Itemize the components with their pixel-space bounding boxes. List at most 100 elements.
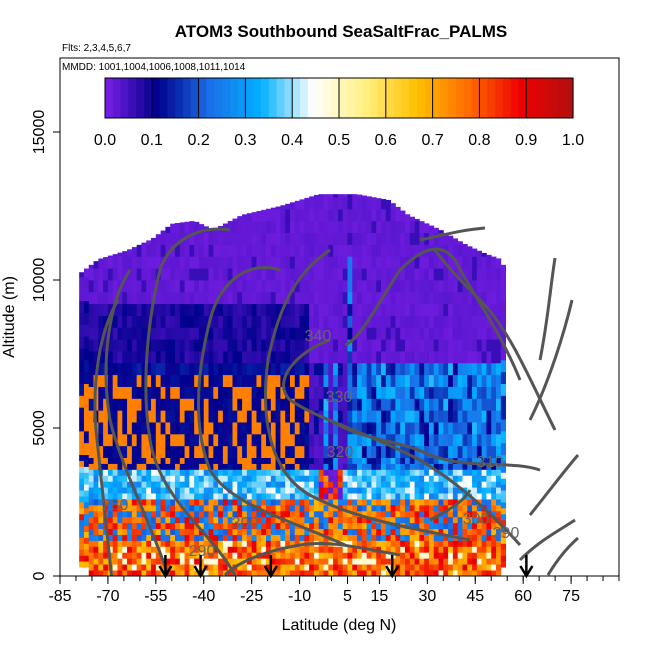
curtain-cell — [337, 208, 344, 222]
curtain-cell — [198, 232, 205, 245]
curtain-cell — [246, 280, 253, 293]
curtain-cell — [179, 433, 185, 447]
curtain-cell — [376, 463, 382, 470]
plot-frame — [59, 57, 620, 577]
curtain-cell — [151, 516, 157, 524]
curtain-cell — [189, 362, 195, 376]
curtain-cell — [472, 457, 478, 464]
curtain-cell — [381, 487, 387, 494]
curtain-cell — [232, 457, 238, 464]
curtain-cell — [347, 516, 353, 524]
curtain-cell — [433, 362, 439, 376]
curtain-cell — [366, 499, 372, 506]
curtain-cell — [213, 268, 219, 281]
curtain-cell — [414, 268, 420, 281]
curtain-cell — [280, 493, 286, 500]
curtain-cell — [352, 280, 358, 293]
curtain-cell — [414, 327, 420, 340]
curtain-cell — [491, 522, 497, 530]
curtain-cell — [261, 540, 267, 547]
curtain-cell — [419, 493, 425, 500]
curtain-cell — [222, 410, 229, 423]
curtain-cell — [203, 374, 209, 387]
curtain-cell — [285, 244, 291, 257]
curtain-cell — [227, 546, 233, 553]
curtain-cell — [357, 410, 363, 423]
curtain-cell — [486, 327, 492, 340]
curtain-cell — [342, 546, 348, 553]
curtain-cell — [366, 493, 372, 500]
curtain-cell — [481, 487, 487, 494]
curtain-cell — [486, 528, 492, 535]
curtain-cell — [390, 268, 396, 281]
curtain-cell — [266, 410, 272, 423]
curtain-cell — [457, 256, 463, 269]
curtain-cell — [117, 374, 123, 387]
curtain-cell — [472, 570, 478, 576]
curtain-cell — [443, 522, 449, 530]
curtain-cell — [352, 558, 358, 565]
curtain-cell — [237, 570, 243, 576]
curtain-cell — [246, 445, 253, 458]
curtain-cell — [486, 256, 492, 269]
contour-line — [264, 248, 471, 542]
curtain-cell — [227, 570, 233, 576]
curtain-cell — [203, 516, 209, 524]
curtain-cell — [285, 410, 291, 423]
curtain-cell — [357, 493, 363, 500]
curtain-cell — [88, 499, 94, 506]
curtain-cell — [79, 430, 85, 444]
curtain-cell — [318, 522, 324, 530]
curtain-cell — [481, 540, 487, 547]
curtain-cell — [107, 534, 114, 541]
curtain-cell — [93, 445, 99, 458]
curtain-cell — [127, 410, 133, 423]
curtain-cell — [323, 481, 329, 488]
curtain-cell — [208, 487, 214, 494]
curtain-cell — [337, 220, 344, 234]
colorbar-swatch — [565, 78, 574, 118]
curtain-cell — [428, 225, 435, 234]
curtain-cell — [438, 256, 444, 269]
curtain-cell — [246, 564, 253, 571]
curtain-cell — [194, 232, 200, 245]
curtain-cell — [213, 552, 219, 559]
curtain-cell — [496, 280, 502, 293]
curtain-cell — [270, 362, 277, 376]
curtain-cell — [400, 552, 406, 559]
curtain-cell — [174, 487, 181, 494]
curtain-cell — [491, 386, 497, 399]
curtain-cell — [347, 351, 353, 364]
curtain-cell — [198, 445, 205, 458]
colorbar-swatch — [346, 78, 356, 118]
x-tick-label: -85 — [48, 588, 71, 605]
curtain-cell — [222, 546, 229, 553]
curtain-cell — [309, 475, 315, 482]
curtain-cell — [165, 546, 171, 553]
curtain-cell — [299, 291, 305, 305]
curtain-cell — [256, 570, 262, 576]
curtain-cell — [333, 374, 339, 387]
curtain-cell — [491, 469, 497, 476]
curtain-cell — [256, 534, 262, 541]
curtain-cell — [309, 386, 315, 399]
curtain-cell — [122, 540, 128, 547]
curtain-cell — [323, 522, 329, 530]
curtain-cell — [337, 481, 344, 488]
curtain-cell — [237, 481, 243, 488]
curtain-cell — [146, 546, 152, 553]
curtain-cell — [179, 315, 185, 328]
curtain-cell — [289, 445, 296, 458]
curtain-cell — [409, 433, 415, 447]
curtain-cell — [328, 194, 334, 198]
curtain-cell — [251, 374, 257, 387]
colorbar-swatch — [198, 78, 207, 118]
curtain-cell — [88, 510, 94, 518]
curtain-cell — [486, 552, 492, 559]
colorbar-swatch — [401, 78, 410, 118]
curtain-cell — [347, 232, 353, 245]
curtain-cell — [141, 493, 147, 500]
curtain-cell — [371, 208, 377, 222]
curtain-cell — [165, 552, 171, 559]
curtain-cell — [395, 457, 401, 464]
